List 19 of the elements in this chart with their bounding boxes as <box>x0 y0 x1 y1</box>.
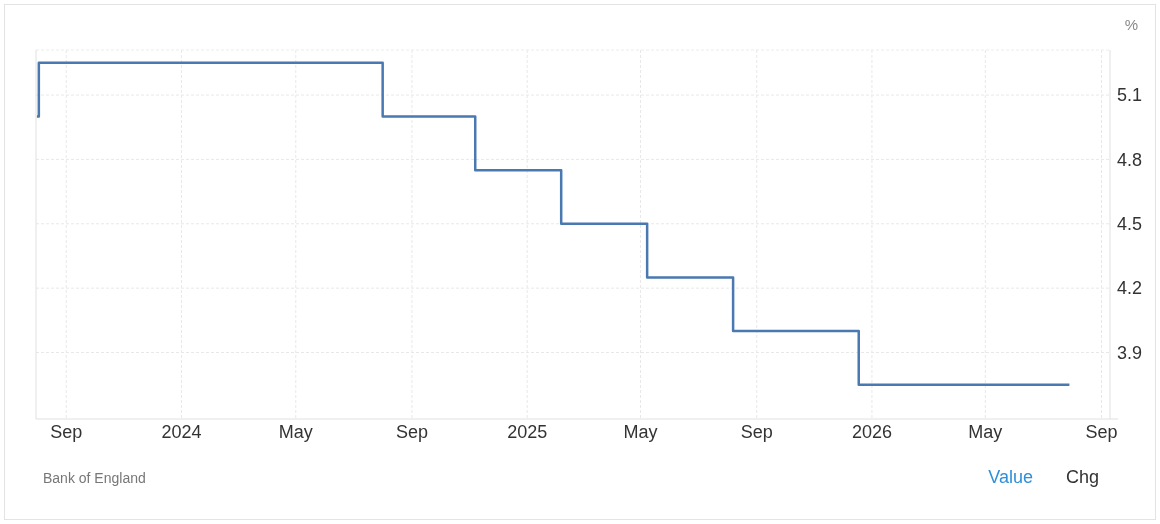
y-axis-title: % <box>1124 16 1138 34</box>
x-tick-label: May <box>968 422 1003 442</box>
text: Chg <box>1065 467 1099 488</box>
x-tick-label: May <box>623 422 658 442</box>
y-tick-label: 4.8 <box>1117 149 1143 170</box>
x-tick-label: Sep <box>395 422 428 442</box>
x-tick-label: 2025 <box>507 422 548 442</box>
y-tick-label: 4.5 <box>1117 214 1143 235</box>
x-tick-label: Sep <box>50 422 83 442</box>
y-tick-label: 5.1 <box>1117 85 1143 106</box>
x-tick-label: May <box>278 422 313 442</box>
x-tick-label: 2026 <box>851 422 892 442</box>
x-tick-label: Sep <box>1085 422 1118 442</box>
x-tick-label: Sep <box>740 422 773 442</box>
text: Value <box>988 467 1033 488</box>
x-tick-label: 2024 <box>161 422 202 442</box>
y-tick-label: 3.9 <box>1117 342 1143 363</box>
text: Bank of England <box>43 469 146 486</box>
y-tick-label: 4.2 <box>1117 278 1143 299</box>
